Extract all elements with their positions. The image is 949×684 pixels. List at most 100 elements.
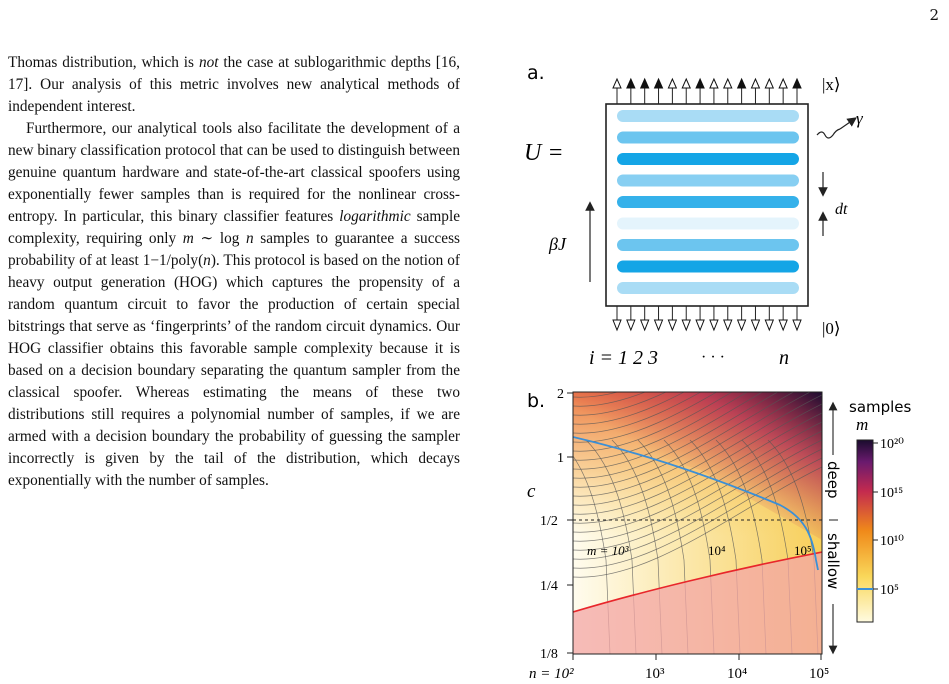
output-arrows	[612, 77, 802, 104]
emphasis-text: m	[182, 230, 194, 247]
text-run: Thomas distribution, which is	[8, 54, 199, 71]
colorbar-ticks	[873, 442, 878, 590]
y-tick-quarter: 1/4	[540, 579, 558, 594]
colorbar-title: samples	[849, 398, 912, 416]
emphasis-text: n	[246, 230, 254, 247]
output-arrow-filled-icon	[626, 77, 636, 89]
output-arrow-open-icon	[778, 77, 788, 89]
input-arrow-icon	[681, 319, 691, 332]
input-arrow-icon	[750, 319, 761, 332]
y-tick-2: 2	[557, 387, 564, 402]
y-tick-1: 1	[557, 451, 564, 466]
output-arrow-filled-icon	[792, 77, 802, 89]
emphasis-text: not	[198, 54, 219, 71]
dt-label: dt	[835, 201, 848, 218]
y-ticks	[567, 392, 573, 654]
contour-label-1e5: 10⁵	[794, 543, 812, 558]
qubit-ellipsis: · · ·	[701, 349, 725, 366]
circuit-layer	[617, 110, 799, 122]
circuit-layer	[617, 131, 799, 144]
heatmap	[573, 392, 822, 654]
input-arrows	[612, 306, 802, 332]
x-tick-1e2: n = 10²	[529, 666, 574, 682]
colorbar-tick-1e5: 10⁵	[880, 583, 899, 598]
circuit-layer	[617, 174, 799, 187]
time-label: βJ	[548, 234, 567, 254]
colorbar-tick-1e20: 10²⁰	[880, 437, 904, 452]
output-state-label: |x⟩	[822, 75, 841, 94]
shallow-label: shallow	[824, 533, 842, 589]
text-run: Furthermore, our analytical tools also f…	[8, 120, 460, 225]
output-arrow-open-icon	[722, 77, 733, 89]
contour-label-1e3: m = 10³	[587, 543, 630, 558]
colorbar-tick-1e15: 10¹⁵	[880, 486, 903, 501]
text-run: sample complexity, requiring only	[8, 208, 460, 247]
input-arrow-icon	[792, 319, 802, 332]
input-arrow-icon	[695, 319, 705, 332]
circuit-layer	[617, 217, 799, 230]
emphasis-text: n	[203, 252, 211, 269]
x-tick-1e5: 10⁵	[809, 666, 829, 682]
y-tick-eighth: 1/8	[540, 647, 558, 662]
red-boundary-curve	[573, 551, 822, 613]
blue-threshold-curve	[573, 436, 819, 571]
colorbar-variable: m	[856, 415, 868, 434]
output-arrow-filled-icon	[736, 77, 747, 89]
y-axis-label: c	[527, 481, 536, 502]
circuit-layer	[617, 153, 799, 165]
paragraph: Furthermore, our analytical tools also f…	[8, 118, 460, 492]
contour-label-1e4: 10⁴	[708, 543, 726, 558]
excluded-region	[573, 552, 822, 654]
body-text: Thomas distribution, which is not the ca…	[8, 52, 460, 492]
text-run: samples to guarantee a success probabili…	[8, 230, 460, 269]
circuit-layers	[617, 110, 799, 294]
input-arrow-icon	[709, 319, 719, 332]
output-arrow-open-icon	[681, 77, 692, 89]
output-arrow-open-icon	[612, 77, 622, 89]
output-arrow-open-icon	[764, 77, 775, 89]
plot-frame	[572, 391, 823, 655]
circuit-layer	[617, 239, 799, 251]
input-arrow-icon	[667, 319, 678, 332]
input-arrow-icon	[639, 319, 650, 332]
input-state-label: |0⟩	[822, 319, 841, 338]
deep-label: deep	[824, 461, 842, 499]
input-arrow-icon	[736, 319, 747, 332]
qubit-last-index: n	[779, 347, 789, 369]
output-arrow-open-icon	[750, 77, 761, 89]
input-arrow-icon	[778, 319, 788, 332]
text-run: ). This protocol is based on the notion …	[8, 252, 461, 489]
gamma-label: γ	[856, 109, 864, 128]
circuit-layer	[617, 282, 799, 294]
output-arrow-filled-icon	[653, 77, 664, 89]
dissipation-wiggle-icon	[816, 128, 841, 139]
emphasis-text: logarithmic	[339, 208, 411, 225]
circuit-layer	[617, 196, 799, 208]
page-number: 2	[929, 6, 939, 24]
output-arrow-open-icon	[667, 77, 678, 89]
paragraph: Thomas distribution, which is not the ca…	[8, 52, 460, 118]
output-arrow-filled-icon	[695, 77, 705, 89]
qubit-index-label: i = 1 2 3	[589, 347, 658, 369]
input-arrow-icon	[626, 319, 636, 332]
colorbar-tick-1e10: 10¹⁰	[880, 534, 904, 549]
x-tick-1e4: 10⁴	[727, 666, 747, 682]
output-arrow-open-icon	[709, 77, 719, 89]
text-run: the case at sublogarithmic depths [16, 1…	[8, 54, 460, 115]
input-arrow-icon	[612, 319, 622, 332]
x-tick-1e3: 10³	[645, 666, 665, 682]
circuit-layer	[617, 260, 799, 273]
panel-a-label: a.	[527, 62, 545, 84]
input-arrow-icon	[723, 319, 733, 332]
output-arrow-filled-icon	[639, 77, 650, 89]
unitary-label: U =	[524, 140, 564, 166]
panel-b-label: b.	[527, 390, 545, 412]
colorbar	[856, 439, 874, 623]
text-run: ∼ log	[193, 230, 246, 247]
x-ticks	[572, 654, 822, 660]
input-arrow-icon	[764, 319, 775, 332]
input-arrow-icon	[653, 319, 664, 332]
y-tick-half: 1/2	[540, 514, 558, 529]
dissipation-arrow-icon	[839, 117, 857, 130]
